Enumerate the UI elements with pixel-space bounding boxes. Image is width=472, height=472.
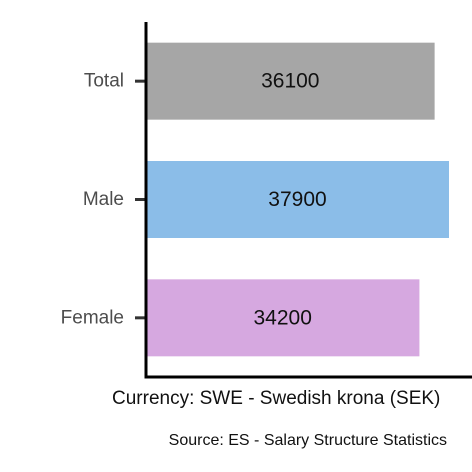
x-axis-title: Currency: SWE - Swedish krona (SEK) <box>112 388 440 409</box>
value-labels: 36100 37900 34200 <box>254 70 327 330</box>
category-label-female: Female <box>61 307 124 328</box>
source-caption: Source: ES - Salary Structure Statistics <box>169 432 447 449</box>
value-label-female: 34200 <box>254 306 312 329</box>
bars-layer <box>146 42 449 357</box>
bar-male <box>146 161 449 238</box>
value-label-male: 37900 <box>268 188 326 211</box>
bar-female <box>146 279 420 357</box>
category-label-male: Male <box>83 189 124 210</box>
category-labels: Total Male Female <box>61 71 124 329</box>
bar-total <box>146 42 435 120</box>
y-axis-ticks <box>135 79 146 320</box>
value-label-total: 36100 <box>261 70 319 93</box>
category-label-total: Total <box>84 71 124 92</box>
